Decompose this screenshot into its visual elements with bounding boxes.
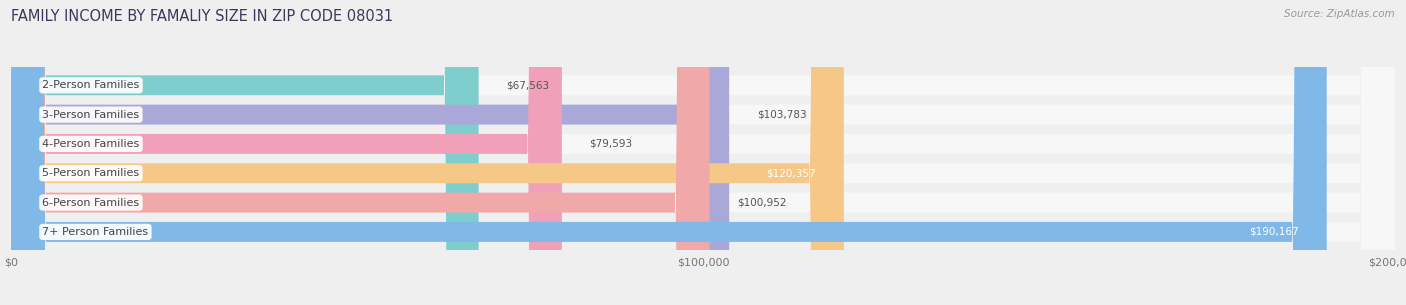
Text: FAMILY INCOME BY FAMALIY SIZE IN ZIP CODE 08031: FAMILY INCOME BY FAMALIY SIZE IN ZIP COD… <box>11 9 394 24</box>
FancyBboxPatch shape <box>11 0 844 305</box>
Text: 2-Person Families: 2-Person Families <box>42 80 139 90</box>
Text: 3-Person Families: 3-Person Families <box>42 109 139 120</box>
FancyBboxPatch shape <box>11 0 562 305</box>
Text: Source: ZipAtlas.com: Source: ZipAtlas.com <box>1284 9 1395 19</box>
FancyBboxPatch shape <box>11 0 1395 305</box>
Text: $120,357: $120,357 <box>766 168 815 178</box>
Text: 4-Person Families: 4-Person Families <box>42 139 139 149</box>
FancyBboxPatch shape <box>11 0 1395 305</box>
FancyBboxPatch shape <box>11 0 1395 305</box>
Text: $100,952: $100,952 <box>737 198 787 208</box>
Text: $103,783: $103,783 <box>756 109 807 120</box>
FancyBboxPatch shape <box>11 0 730 305</box>
FancyBboxPatch shape <box>11 0 1395 305</box>
FancyBboxPatch shape <box>11 0 710 305</box>
Text: 7+ Person Families: 7+ Person Families <box>42 227 149 237</box>
Text: 5-Person Families: 5-Person Families <box>42 168 139 178</box>
FancyBboxPatch shape <box>11 0 1327 305</box>
Text: 6-Person Families: 6-Person Families <box>42 198 139 208</box>
FancyBboxPatch shape <box>11 0 1395 305</box>
Text: $79,593: $79,593 <box>589 139 633 149</box>
FancyBboxPatch shape <box>11 0 478 305</box>
Text: $190,167: $190,167 <box>1250 227 1299 237</box>
Text: $67,563: $67,563 <box>506 80 550 90</box>
FancyBboxPatch shape <box>11 0 1395 305</box>
